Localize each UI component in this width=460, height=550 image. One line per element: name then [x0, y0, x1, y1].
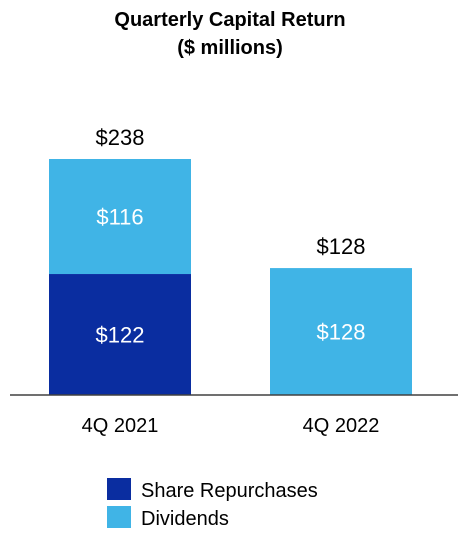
x-tick-label-1: 4Q 2021: [82, 415, 159, 437]
chart-subtitle: ($ millions): [177, 37, 283, 59]
bar-dividends-2: [270, 268, 412, 395]
data-label-dividends-2: $128: [317, 320, 366, 345]
chart-title: Quarterly Capital Return: [114, 9, 345, 31]
legend-swatch-share-repurchases: [107, 478, 131, 500]
bar-dividends-1: [49, 159, 191, 275]
total-label-1: $238: [96, 125, 145, 150]
bars-group: $122 $116 $238 $128 $128: [49, 125, 412, 395]
legend-swatch-dividends: [107, 506, 131, 528]
legend-label-dividends: Dividends: [141, 508, 229, 530]
bar-share-repurchases-1: [49, 274, 191, 395]
data-label-dividends-1: $116: [96, 205, 143, 230]
legend: Share Repurchases Dividends: [107, 478, 318, 530]
x-tick-label-2: 4Q 2022: [303, 415, 380, 437]
legend-label-share-repurchases: Share Repurchases: [141, 480, 318, 502]
total-label-2: $128: [317, 234, 366, 259]
x-axis-ticks: 4Q 2021 4Q 2022: [82, 415, 380, 437]
data-label-share-repurchases-1: $122: [96, 323, 145, 348]
